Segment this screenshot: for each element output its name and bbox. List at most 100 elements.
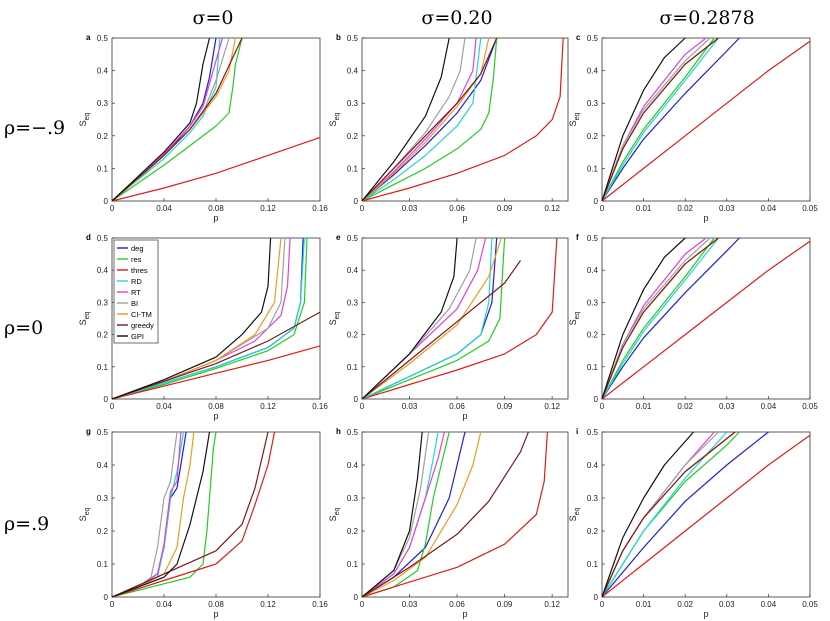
x-axis-label: p (462, 609, 467, 619)
y-axis-label: Seq (328, 507, 341, 521)
x-tick-label: 0.08 (208, 402, 224, 411)
x-tick-label: 0.03 (719, 600, 735, 609)
panel-letter: e (336, 233, 341, 242)
y-axis-label: Seq (568, 311, 581, 325)
series-line-GPI (361, 37, 450, 202)
y-tick-label: 0.3 (587, 298, 599, 307)
x-axis-label: p (703, 609, 708, 619)
x-tick-label: 0 (600, 204, 605, 213)
series-line-RD (361, 37, 482, 202)
y-tick-label: 0.5 (587, 234, 599, 243)
x-tick-label: 0.03 (719, 402, 735, 411)
series-line-CI-TM (601, 237, 719, 400)
series-line-greedy (111, 311, 321, 400)
y-tick-label: 0 (354, 593, 359, 602)
series-line-GPI (601, 237, 686, 400)
legend-label-GPI: GPI (131, 332, 144, 341)
y-tick-label: 0 (104, 593, 109, 602)
y-tick-label: 0 (354, 395, 359, 404)
x-tick-label: 0.04 (761, 600, 777, 609)
series-line-BI (601, 37, 711, 202)
y-tick-label: 0.1 (347, 560, 359, 569)
x-tick-label: 0.16 (312, 204, 328, 213)
series-line-thres (361, 237, 558, 400)
y-tick-label: 0.5 (347, 234, 359, 243)
y-tick-label: 0.1 (347, 363, 359, 372)
row-label-2: ρ=0 (4, 317, 43, 339)
x-tick-label: 0.05 (802, 600, 818, 609)
legend-label-RD: RD (131, 277, 142, 286)
x-tick-label: 0.09 (497, 402, 513, 411)
column-title-3: σ=0.2878 (659, 7, 754, 29)
y-tick-label: 0.4 (97, 461, 109, 470)
x-tick-label: 0.09 (497, 600, 513, 609)
y-tick-label: 0 (104, 197, 109, 206)
series-line-res (601, 37, 715, 202)
x-axis-label: p (462, 411, 467, 421)
y-tick-label: 0 (104, 395, 109, 404)
y-tick-label: 0.3 (97, 99, 109, 108)
x-tick-label: 0.12 (544, 600, 560, 609)
x-tick-label: 0.05 (802, 402, 818, 411)
y-tick-label: 0.2 (587, 331, 599, 340)
series-line-res (361, 237, 506, 400)
y-tick-label: 0.2 (97, 527, 109, 536)
column-title-1: σ=0 (193, 7, 234, 29)
series-line-GPI (361, 237, 458, 400)
series-line-greedy (361, 260, 521, 400)
panel-letter: g (86, 427, 91, 436)
series-line-GPI (601, 37, 686, 202)
series-line-deg (361, 37, 498, 202)
panel-g: g 0 0.1 0.2 0.3 0.4 0.5 0 0.04 0.08 0.12 0.16 p Seq (78, 427, 328, 619)
y-tick-label: 0.3 (347, 298, 359, 307)
x-tick-label: 0.16 (312, 600, 328, 609)
y-tick-label: 0.1 (587, 363, 599, 372)
series-line-thres (111, 136, 321, 202)
y-tick-label: 0.3 (347, 494, 359, 503)
panel-h: h 0 0.1 0.2 0.3 0.4 0.5 0 0.03 0.06 0.09 0.12 p Seq (328, 427, 569, 619)
x-tick-label: 0.01 (636, 600, 652, 609)
y-tick-label: 0.2 (587, 132, 599, 141)
x-tick-label: 0.03 (402, 600, 418, 609)
y-tick-label: 0.3 (97, 494, 109, 503)
x-tick-label: 0.12 (544, 402, 560, 411)
panel-letter: a (86, 33, 91, 42)
series-line-thres (111, 345, 321, 400)
series-line-RD (111, 237, 305, 400)
series-line-RT (361, 237, 487, 400)
y-tick-label: 0.2 (97, 331, 109, 340)
series-line-RD (361, 431, 439, 598)
panel-letter: c (576, 33, 581, 42)
x-tick-label: 0 (110, 600, 115, 609)
x-tick-label: 0.02 (677, 402, 693, 411)
legend-label-RT: RT (131, 288, 141, 297)
series-line-greedy (361, 431, 529, 598)
y-axis-label: Seq (78, 311, 91, 325)
y-tick-label: 0.2 (97, 132, 109, 141)
axes-box (111, 431, 321, 598)
y-tick-label: 0 (594, 593, 599, 602)
row-label-3: ρ=.9 (4, 513, 49, 535)
x-tick-label: 0.08 (208, 600, 224, 609)
y-tick-label: 0.4 (347, 266, 359, 275)
series-line-RT (361, 37, 477, 202)
y-tick-label: 0.4 (347, 67, 359, 76)
axes-box (361, 37, 569, 202)
series-line-GPI (361, 431, 423, 598)
x-tick-label: 0.12 (260, 204, 276, 213)
y-tick-label: 0.2 (347, 331, 359, 340)
series-line-GPI (111, 431, 211, 598)
panel-letter: i (576, 427, 578, 436)
column-title-2: σ=0.20 (421, 7, 492, 29)
x-tick-label: 0 (360, 600, 365, 609)
y-axis-label: Seq (78, 507, 91, 521)
x-tick-label: 0.02 (677, 600, 693, 609)
x-tick-label: 0.12 (260, 402, 276, 411)
series-line-BI (601, 431, 719, 598)
y-axis-label: Seq (568, 507, 581, 521)
legend-label-BI: BI (131, 299, 138, 308)
series-line-RD (111, 431, 185, 598)
axes-box (601, 431, 811, 598)
y-tick-label: 0.4 (587, 266, 599, 275)
y-tick-label: 0.3 (97, 298, 109, 307)
